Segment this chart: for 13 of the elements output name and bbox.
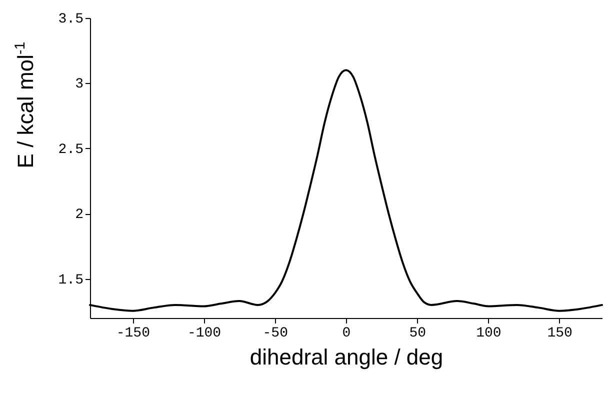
x-tick-label: 50 [409,326,426,342]
x-tick-label: 100 [476,326,502,342]
x-axis-title: dihedral angle / deg [250,344,444,370]
y-tick-label: 2 [75,207,84,224]
x-tick-label: -50 [262,326,288,342]
x-tick-label: 150 [547,326,572,342]
x-tick-label: -100 [187,326,222,342]
x-tick-label: -150 [116,326,150,342]
y-tick-label: 1.5 [58,272,84,288]
y-tick-label: 2.5 [58,142,84,158]
x-tick-label: 0 [342,326,351,342]
y-tick-label: 3 [75,76,84,93]
y-tick-label: 3.5 [58,12,84,28]
